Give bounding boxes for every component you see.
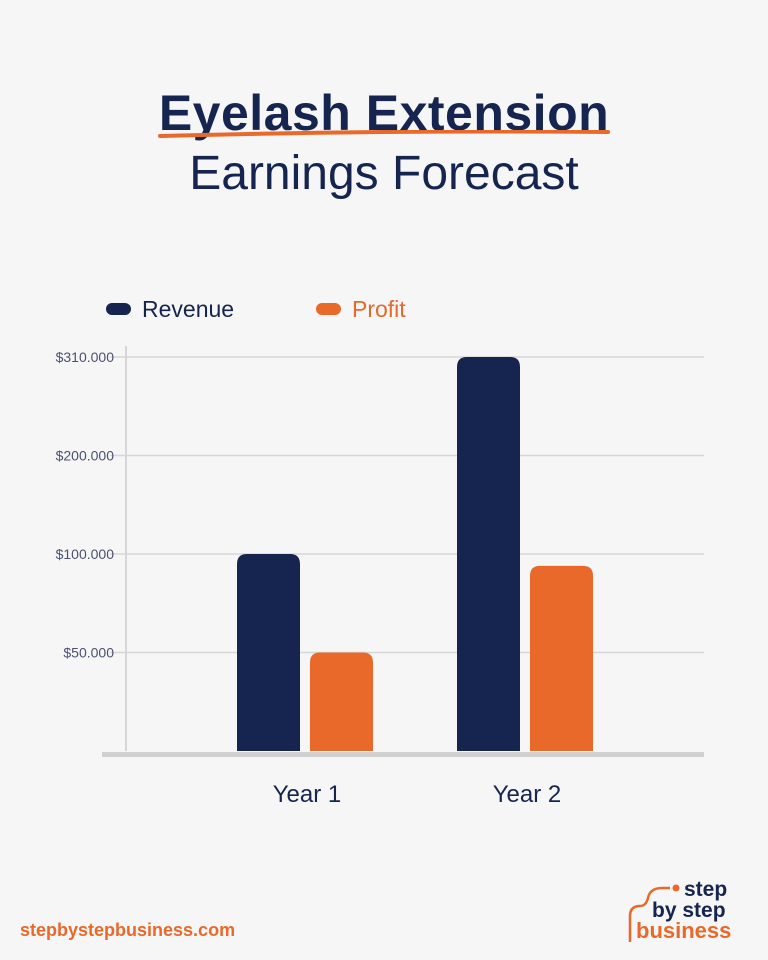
bar-revenue-year-1 (237, 554, 300, 751)
svg-text:by step: by step (652, 899, 726, 922)
chart-title-line2: Earnings Forecast (189, 147, 579, 200)
svg-text:business: business (636, 918, 731, 943)
y-tick-label: $310.000 (56, 349, 115, 365)
bar-profit-year-2 (530, 565, 593, 751)
legend-label-revenue: Revenue (142, 296, 234, 322)
x-axis (102, 752, 704, 757)
bar-revenue-year-2 (457, 357, 520, 751)
step-by-step-business-logo: step by step business (628, 878, 731, 943)
bar-profit-year-1 (310, 652, 373, 751)
y-tick-label: $50.000 (63, 645, 114, 661)
y-tick-label: $100.000 (56, 546, 115, 562)
footer-url[interactable]: stepbystepbusiness.com (20, 920, 236, 940)
title-underline (158, 130, 610, 138)
svg-text:step: step (684, 878, 727, 901)
y-tick-label: $200.000 (56, 448, 115, 464)
x-tick-label: Year 1 (273, 781, 342, 808)
legend-label-profit: Profit (352, 296, 406, 322)
legend-swatch-profit (316, 303, 341, 315)
x-tick-label: Year 2 (493, 781, 562, 808)
legend-swatch-revenue (106, 303, 131, 315)
bar-chart: $50.000 $100.000 $200.000 $310.000 Year 1 Yea… (56, 296, 704, 808)
